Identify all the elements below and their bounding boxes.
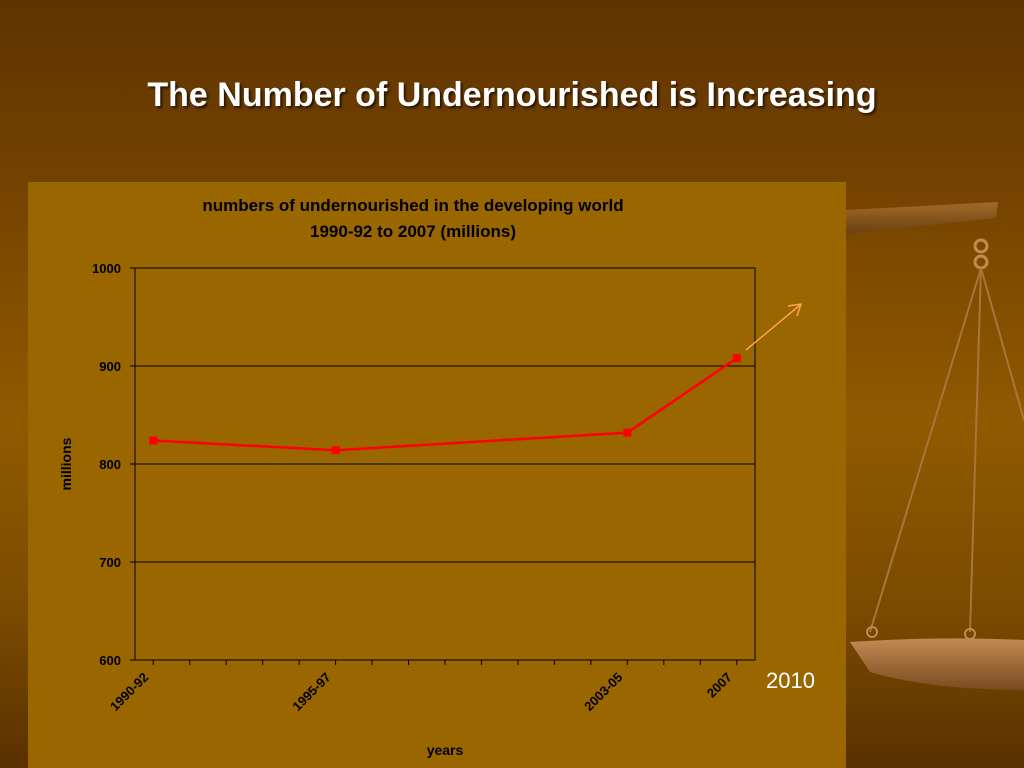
- y-tick-label: 1000: [92, 261, 121, 276]
- y-tick-label: 700: [99, 555, 121, 570]
- y-axis-label: millions: [58, 437, 74, 490]
- data-point: [149, 436, 158, 445]
- y-tick-label: 600: [99, 653, 121, 668]
- annotation-2010: 2010: [766, 668, 815, 693]
- y-tick-label: 900: [99, 359, 121, 374]
- data-series: [149, 354, 741, 455]
- series-line: [153, 357, 738, 452]
- data-point: [623, 428, 632, 437]
- chart-title: numbers of undernourished in the develop…: [202, 196, 623, 215]
- y-tick-label: 800: [99, 457, 121, 472]
- y-axis-ticks: 600 700 800 900 1000: [92, 261, 135, 668]
- chart-subtitle: 1990-92 to 2007 (millions): [310, 222, 516, 241]
- x-axis-label: years: [427, 742, 464, 758]
- slide-title: The Number of Undernourished is Increasi…: [147, 76, 877, 114]
- gridlines: [135, 365, 755, 563]
- line-chart: numbers of undernourished in the develop…: [58, 196, 756, 758]
- data-point: [732, 354, 741, 363]
- data-point: [331, 446, 340, 455]
- chart-panel: numbers of undernourished in the develop…: [28, 182, 846, 768]
